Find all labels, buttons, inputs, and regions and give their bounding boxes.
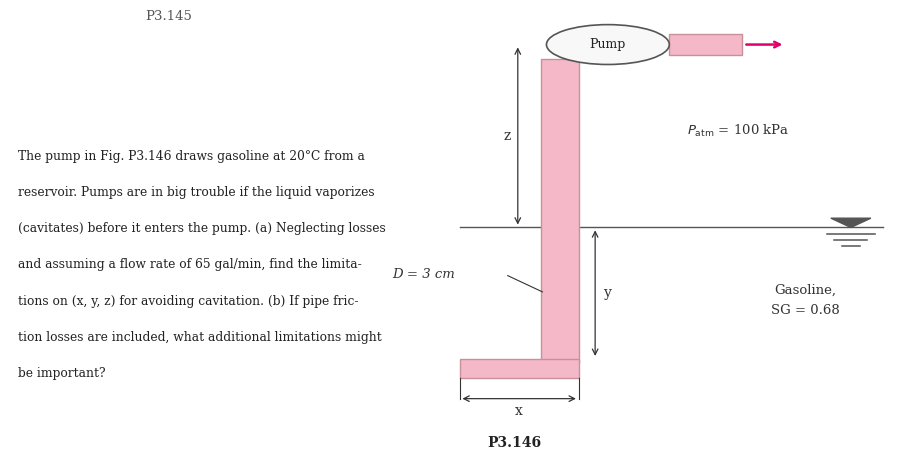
Text: (cavitates) before it enters the pump. (a) Neglecting losses: (cavitates) before it enters the pump. (… (18, 222, 386, 235)
Bar (670, 34, 742, 55)
Text: tions on (x, y, z) for avoiding cavitation. (b) If pipe fric-: tions on (x, y, z) for avoiding cavitati… (18, 295, 359, 308)
Text: and assuming a flow rate of 65 gal/min, find the limita-: and assuming a flow rate of 65 gal/min, … (18, 258, 362, 272)
Text: tion losses are included, what additional limitations might: tion losses are included, what additiona… (18, 331, 382, 344)
Text: P3.146: P3.146 (487, 436, 541, 450)
Text: D = 3 cm: D = 3 cm (392, 268, 455, 281)
Ellipse shape (546, 25, 669, 65)
Text: y: y (604, 286, 612, 300)
Polygon shape (831, 218, 871, 227)
Text: Pump: Pump (590, 38, 626, 51)
Text: be important?: be important? (18, 367, 106, 380)
Bar (541, 59, 579, 363)
Bar (460, 359, 579, 378)
Text: Gasoline,
SG = 0.68: Gasoline, SG = 0.68 (771, 284, 840, 317)
Text: $P_{\rm atm}$ = 100 kPa: $P_{\rm atm}$ = 100 kPa (687, 123, 789, 139)
Text: P3.145: P3.145 (145, 10, 192, 23)
Text: The pump in Fig. P3.146 draws gasoline at 20°C from a: The pump in Fig. P3.146 draws gasoline a… (18, 150, 365, 163)
Text: reservoir. Pumps are in big trouble if the liquid vaporizes: reservoir. Pumps are in big trouble if t… (18, 186, 375, 199)
Text: x: x (515, 404, 523, 418)
Text: z: z (503, 129, 511, 143)
